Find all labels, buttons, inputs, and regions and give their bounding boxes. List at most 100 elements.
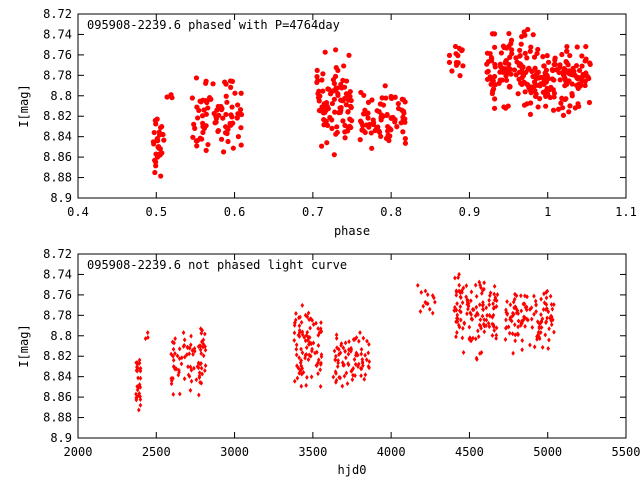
data-point bbox=[461, 325, 465, 331]
data-point bbox=[340, 118, 346, 124]
data-point bbox=[535, 336, 539, 342]
data-point bbox=[466, 306, 470, 312]
data-point bbox=[465, 301, 470, 307]
data-point bbox=[314, 67, 320, 73]
data-point bbox=[300, 331, 305, 337]
data-point bbox=[513, 338, 517, 344]
data-point bbox=[307, 352, 312, 358]
data-point bbox=[189, 333, 193, 339]
y-tick-label: 8.88 bbox=[43, 171, 72, 185]
data-point bbox=[511, 299, 516, 305]
data-point bbox=[333, 65, 339, 71]
data-point bbox=[458, 304, 463, 310]
data-point bbox=[546, 87, 552, 93]
plot-frame bbox=[77, 13, 627, 199]
data-point bbox=[318, 383, 323, 389]
data-point bbox=[341, 63, 347, 69]
data-point bbox=[360, 359, 365, 365]
data-point bbox=[523, 323, 527, 329]
data-point bbox=[494, 303, 499, 309]
data-point bbox=[314, 362, 319, 368]
data-point bbox=[318, 326, 323, 332]
data-point bbox=[476, 312, 480, 318]
data-point bbox=[321, 110, 327, 116]
data-point bbox=[479, 349, 484, 355]
data-point bbox=[474, 355, 479, 361]
data-point bbox=[539, 296, 543, 302]
data-point bbox=[306, 357, 311, 363]
data-point bbox=[134, 391, 138, 397]
data-point bbox=[491, 312, 496, 318]
data-point bbox=[197, 373, 202, 379]
data-point bbox=[338, 350, 343, 356]
data-point bbox=[549, 322, 554, 328]
data-point bbox=[367, 359, 372, 365]
data-point bbox=[402, 140, 409, 146]
x-tick-label: 5500 bbox=[612, 445, 640, 459]
data-point bbox=[299, 346, 303, 352]
data-point bbox=[335, 345, 339, 351]
data-point bbox=[368, 130, 374, 136]
data-point bbox=[455, 60, 461, 66]
data-point bbox=[201, 341, 206, 347]
data-point bbox=[532, 293, 536, 299]
data-point bbox=[225, 126, 231, 132]
data-point bbox=[223, 81, 229, 87]
data-point bbox=[527, 100, 534, 106]
data-point bbox=[547, 326, 551, 332]
data-point bbox=[530, 84, 537, 90]
data-point bbox=[544, 295, 549, 301]
data-point bbox=[460, 300, 465, 306]
data-point bbox=[545, 288, 550, 294]
data-point bbox=[503, 73, 509, 79]
data-point bbox=[360, 356, 365, 362]
data-point bbox=[354, 335, 359, 341]
data-point bbox=[433, 299, 437, 305]
data-point bbox=[377, 101, 383, 107]
data-point bbox=[329, 117, 335, 123]
data-point bbox=[459, 288, 464, 294]
data-point bbox=[492, 283, 497, 289]
data-point bbox=[294, 342, 299, 348]
data-point bbox=[474, 304, 479, 310]
data-point bbox=[523, 69, 529, 76]
data-point bbox=[457, 282, 461, 288]
y-tick-label: 8.9 bbox=[50, 431, 72, 445]
data-point bbox=[359, 366, 364, 372]
data-point bbox=[546, 345, 551, 351]
data-point bbox=[357, 338, 361, 344]
data-point bbox=[333, 357, 338, 363]
data-point bbox=[193, 138, 199, 144]
data-point bbox=[490, 332, 495, 338]
data-point bbox=[471, 335, 475, 341]
data-point bbox=[218, 136, 225, 142]
data-point bbox=[304, 345, 309, 351]
data-point bbox=[322, 49, 328, 55]
data-point bbox=[511, 67, 518, 73]
data-point bbox=[309, 374, 314, 380]
data-point bbox=[297, 330, 302, 336]
data-point bbox=[535, 46, 541, 53]
data-point bbox=[505, 103, 511, 109]
data-point bbox=[540, 344, 545, 350]
data-point bbox=[488, 290, 493, 296]
data-point bbox=[550, 87, 556, 93]
data-point bbox=[495, 292, 500, 298]
data-point bbox=[172, 340, 176, 346]
data-point bbox=[546, 309, 551, 315]
data-point bbox=[421, 303, 426, 309]
data-point bbox=[297, 355, 301, 361]
data-point bbox=[587, 61, 593, 67]
data-point bbox=[461, 285, 466, 291]
data-point bbox=[298, 314, 302, 320]
data-point bbox=[563, 96, 569, 102]
data-point bbox=[586, 99, 593, 106]
data-point bbox=[351, 336, 356, 342]
data-point bbox=[532, 311, 536, 317]
data-point bbox=[504, 307, 508, 313]
data-point bbox=[188, 387, 193, 393]
data-point bbox=[191, 351, 195, 357]
data-point bbox=[485, 312, 489, 318]
data-point bbox=[293, 317, 298, 323]
x-tick-label: 0.6 bbox=[224, 205, 246, 219]
